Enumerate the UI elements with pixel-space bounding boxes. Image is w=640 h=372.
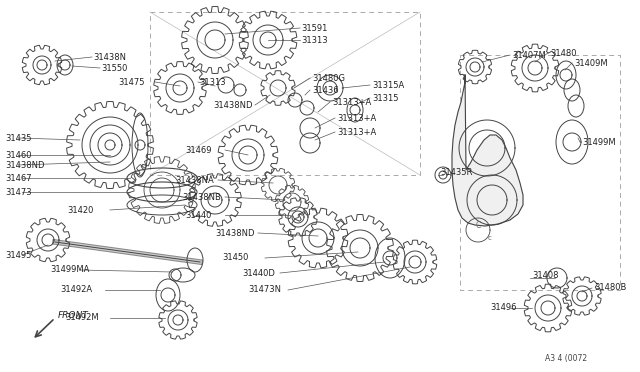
Text: 31408: 31408: [532, 270, 559, 279]
Text: 31407M: 31407M: [512, 51, 546, 60]
Text: 31492M: 31492M: [65, 314, 99, 323]
Text: 31438ND: 31438ND: [215, 228, 255, 237]
Text: 31450: 31450: [222, 253, 248, 263]
Text: 31475: 31475: [118, 77, 145, 87]
Text: c: c: [488, 235, 492, 241]
Text: 31480G: 31480G: [312, 74, 345, 83]
Text: 31438ND: 31438ND: [213, 100, 253, 109]
Text: 31435: 31435: [5, 134, 31, 142]
Text: 31409M: 31409M: [574, 58, 607, 67]
Text: 31438ND: 31438ND: [5, 160, 45, 170]
Text: 31440: 31440: [185, 211, 211, 219]
Text: 31438NB: 31438NB: [182, 192, 221, 202]
Text: 31315A: 31315A: [372, 80, 404, 90]
Text: C: C: [476, 221, 481, 230]
Text: 31435R: 31435R: [440, 167, 472, 176]
Text: 31495: 31495: [5, 250, 31, 260]
Text: 31550: 31550: [101, 64, 127, 73]
Text: 31480: 31480: [550, 48, 577, 58]
Text: 31440D: 31440D: [242, 269, 275, 278]
Text: 31499MA: 31499MA: [50, 266, 90, 275]
Text: 31313+A: 31313+A: [337, 113, 376, 122]
Text: 31480B: 31480B: [594, 283, 627, 292]
Text: FRONT: FRONT: [58, 311, 89, 320]
Text: A3 4 (0072: A3 4 (0072: [545, 353, 587, 362]
Text: 31473N: 31473N: [248, 285, 281, 295]
Text: 31313: 31313: [301, 35, 328, 45]
Polygon shape: [452, 75, 523, 226]
Text: 31460: 31460: [5, 151, 31, 160]
Text: 31313+A: 31313+A: [337, 128, 376, 137]
Text: 31591: 31591: [301, 23, 328, 32]
Text: 31492A: 31492A: [60, 285, 92, 295]
Text: 31438N: 31438N: [93, 52, 126, 61]
Text: 31496: 31496: [490, 304, 516, 312]
Text: 31438NA: 31438NA: [175, 176, 214, 185]
Text: 31467: 31467: [5, 173, 31, 183]
Text: 31473: 31473: [5, 187, 31, 196]
Text: 31420: 31420: [67, 205, 93, 215]
Text: 31499M: 31499M: [582, 138, 616, 147]
Text: 31436: 31436: [312, 86, 339, 94]
Text: 31313+A: 31313+A: [332, 97, 371, 106]
Text: 31315: 31315: [372, 93, 399, 103]
Text: 31469: 31469: [185, 145, 211, 154]
Text: 31313: 31313: [199, 77, 226, 87]
